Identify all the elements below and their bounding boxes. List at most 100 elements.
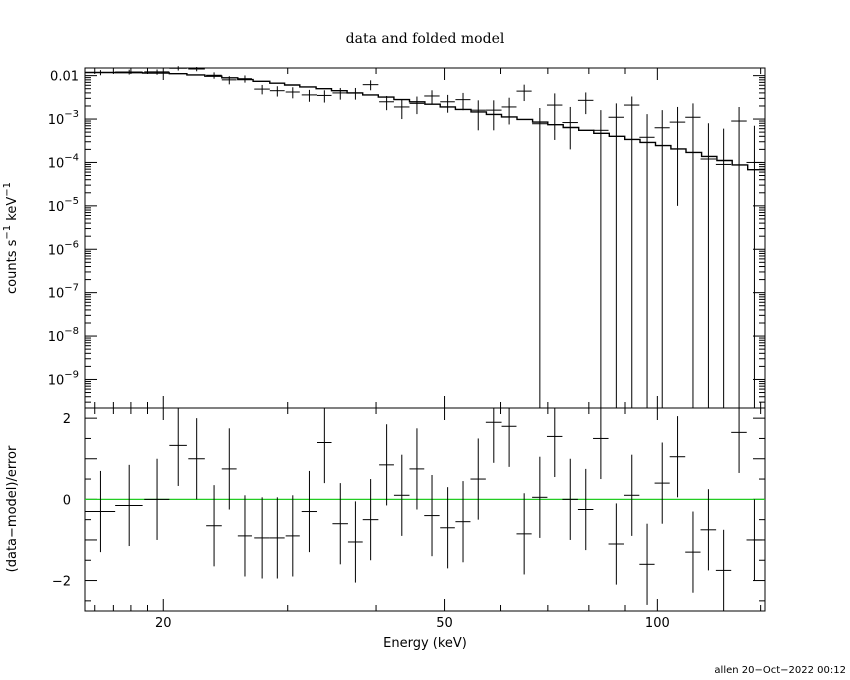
model-line xyxy=(85,71,765,171)
residual-point xyxy=(700,489,717,571)
data-point xyxy=(532,107,548,408)
data-point xyxy=(206,72,222,79)
data-point xyxy=(700,123,717,408)
residual-point xyxy=(393,454,410,536)
residual-point xyxy=(532,456,548,538)
data-point xyxy=(424,90,440,105)
residual-point xyxy=(440,487,455,569)
data-point xyxy=(221,76,237,85)
data-point xyxy=(440,94,455,113)
y-tick-label: 0 xyxy=(63,493,71,508)
bottom-frame xyxy=(84,407,766,612)
data-point xyxy=(501,97,517,125)
residual-point xyxy=(654,442,670,524)
data-point xyxy=(669,106,686,206)
data-point xyxy=(685,103,701,408)
residual-point xyxy=(639,523,655,605)
residual-point xyxy=(332,483,348,565)
data-point xyxy=(362,80,379,91)
data-point xyxy=(393,99,410,120)
residual-point xyxy=(379,424,394,506)
data-point xyxy=(546,93,563,140)
bottom-y-axis-label: (data−model)/error xyxy=(5,445,20,572)
residual-point xyxy=(485,408,502,463)
top-y-axis-label: counts s−1 keV−1 xyxy=(2,182,20,294)
residual-point xyxy=(715,529,732,611)
ylabel-mid: keV xyxy=(5,197,20,225)
data-point xyxy=(254,84,270,95)
data-point xyxy=(188,67,205,72)
ylabel-exp1: −1 xyxy=(2,225,13,240)
data-point xyxy=(301,89,317,102)
data-point xyxy=(608,103,624,408)
data-point xyxy=(623,96,640,408)
data-point xyxy=(115,69,143,75)
y-tick-label: 10−3 xyxy=(48,109,79,128)
residual-point xyxy=(546,408,563,478)
residual-point xyxy=(285,495,300,577)
data-point xyxy=(455,92,471,111)
residual-point xyxy=(577,468,594,551)
x-tick-label: 100 xyxy=(645,616,670,631)
residual-point xyxy=(269,497,285,579)
x-tick-label: 20 xyxy=(155,616,172,631)
data-point xyxy=(379,95,394,111)
data-point xyxy=(562,106,578,150)
top-frame xyxy=(84,67,766,409)
ylabel-base: counts s xyxy=(5,239,20,294)
data-point xyxy=(409,96,425,115)
x-tick-label: 50 xyxy=(436,616,453,631)
data-point xyxy=(347,87,363,100)
residual-point xyxy=(608,503,624,585)
y-tick-label: 10−9 xyxy=(48,369,79,388)
residual-point xyxy=(188,418,205,500)
data-point xyxy=(577,92,594,115)
y-tick-label: 10−5 xyxy=(48,196,79,215)
data-point xyxy=(316,90,332,103)
residual-point xyxy=(731,408,747,473)
y-tick-label: 2 xyxy=(63,412,71,427)
residual-point xyxy=(516,493,532,575)
residual-panel: 20−220 50 100 xyxy=(52,407,766,631)
residual-point xyxy=(237,495,252,577)
data-point xyxy=(639,114,655,408)
data-point xyxy=(144,69,170,75)
y-tick-label: −2 xyxy=(52,575,71,590)
data-point xyxy=(485,100,502,131)
data-point xyxy=(516,84,532,102)
residual-point xyxy=(169,408,187,486)
residual-point xyxy=(347,501,363,583)
data-point xyxy=(285,87,300,99)
residual-point xyxy=(316,408,332,484)
data-point xyxy=(654,110,670,408)
residual-point xyxy=(470,438,486,520)
data-point xyxy=(715,128,732,408)
y-tick-label: 10−8 xyxy=(48,326,79,345)
residual-point xyxy=(254,497,270,579)
y-tick-label: 10−6 xyxy=(48,239,79,258)
residual-point xyxy=(424,474,440,557)
residual-point xyxy=(221,428,237,510)
residual-point xyxy=(206,485,222,567)
data-point xyxy=(169,66,187,71)
data-point xyxy=(593,110,609,408)
data-point xyxy=(269,86,285,97)
residual-point xyxy=(409,428,425,510)
residual-point xyxy=(115,464,143,547)
residual-point xyxy=(501,408,517,467)
residual-point xyxy=(669,416,686,498)
y-tick-label: 10−7 xyxy=(48,283,79,302)
data-point xyxy=(237,75,252,83)
data-point xyxy=(470,100,486,131)
residual-point xyxy=(562,458,578,540)
chart-title: data and folded model xyxy=(346,31,505,47)
residual-point xyxy=(593,408,609,480)
data-point xyxy=(746,125,763,408)
residual-point xyxy=(362,479,379,561)
ylabel-exp2: −1 xyxy=(2,182,13,197)
residual-point xyxy=(685,511,701,593)
residual-point xyxy=(85,470,116,553)
data-point xyxy=(85,70,116,76)
footer-timestamp: allen 20−Oct−2022 00:12 xyxy=(714,665,846,676)
